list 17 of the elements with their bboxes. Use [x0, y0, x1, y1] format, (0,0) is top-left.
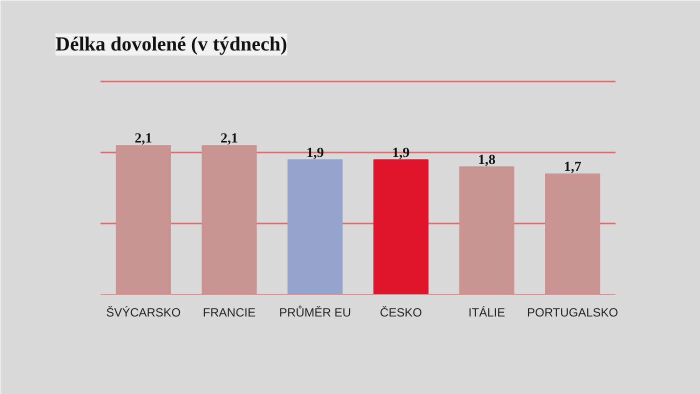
x-tick-label: PRŮMĚR EU: [279, 306, 352, 320]
x-tick-label: ŠVÝCARSKO: [106, 306, 181, 320]
x-tick-label: ITÁLIE: [468, 306, 506, 320]
chart-title: Délka dovolené (v týdnech): [56, 34, 288, 56]
bar: [116, 145, 171, 294]
bar: [459, 166, 514, 294]
x-tick-label: PORTUGALSKO: [527, 306, 618, 320]
data-label: 2,1: [134, 132, 152, 147]
bar: [373, 159, 428, 294]
x-tick-label: ČESKO: [380, 306, 422, 320]
bar: [288, 159, 343, 294]
data-label: 1,7: [564, 160, 582, 175]
data-label: 1,8: [478, 152, 496, 168]
bar: [545, 173, 600, 294]
x-tick-label: FRANCIE: [202, 306, 256, 320]
data-label: 2,1: [220, 132, 238, 147]
bar: [202, 145, 257, 294]
